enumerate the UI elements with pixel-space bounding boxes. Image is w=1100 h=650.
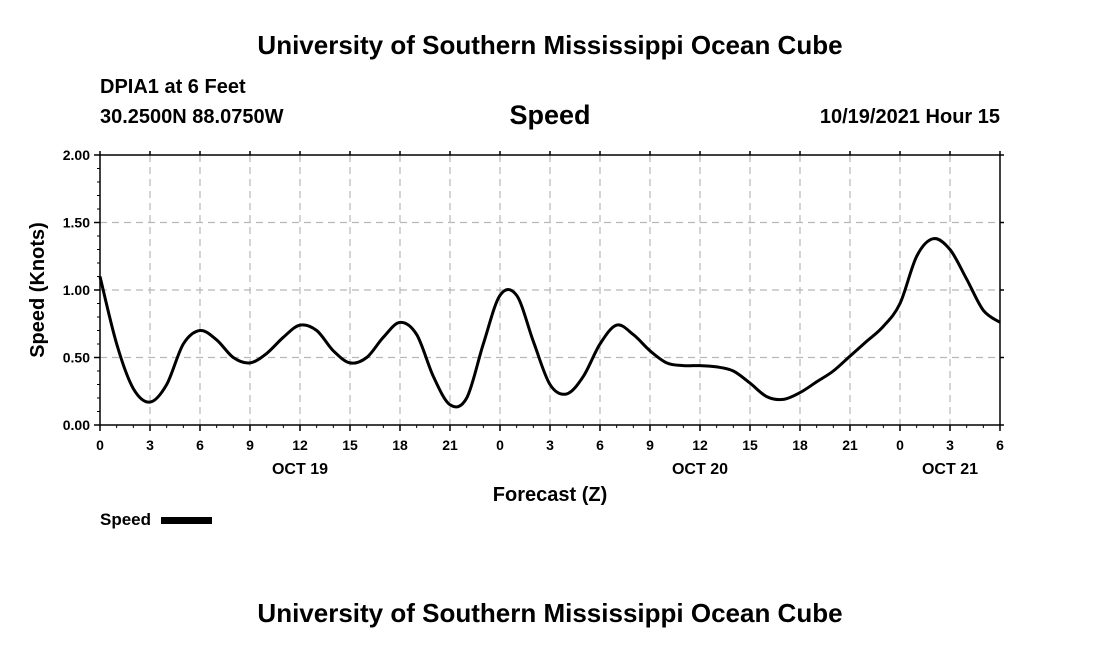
x-tick-label: 12 (692, 437, 708, 453)
x-day-label: OCT 20 (672, 461, 728, 478)
x-tick-label: 6 (996, 437, 1004, 453)
axis-ticks (94, 151, 1004, 431)
x-tick-label: 18 (792, 437, 808, 453)
chart-title: Speed (509, 100, 591, 130)
x-axis-label: Forecast (Z) (493, 484, 607, 506)
x-tick-label: 18 (392, 437, 408, 453)
x-tick-label: 12 (292, 437, 308, 453)
x-tick-label: 3 (946, 437, 954, 453)
grid (100, 155, 1000, 425)
x-tick-label: 6 (196, 437, 204, 453)
x-tick-label: 6 (596, 437, 604, 453)
page-title: University of Southern Mississippi Ocean… (257, 30, 843, 60)
x-tick-label: 3 (546, 437, 554, 453)
series-line-speed (98, 237, 1001, 409)
y-tick-label: 0.00 (63, 417, 90, 433)
x-tick-label: 0 (96, 437, 104, 453)
coordinates-label: 30.2500N 88.0750W (100, 106, 284, 128)
x-tick-label: 21 (442, 437, 458, 453)
x-tick-label: 15 (742, 437, 758, 453)
x-tick-label: 21 (842, 437, 858, 453)
y-tick-label: 1.50 (63, 215, 90, 231)
y-tick-label: 2.00 (63, 147, 90, 163)
y-tick-label: 1.00 (63, 282, 90, 298)
speed-chart: 0.00 0.50 1.00 1.50 2.00 0 3 6 9 12 15 18 21 0 3 6 9 12 15… (27, 147, 1004, 506)
x-tick-label: 9 (246, 437, 254, 453)
x-day-label: OCT 19 (272, 461, 328, 478)
x-tick-label: 3 (146, 437, 154, 453)
y-axis-label: Speed (Knots) (27, 222, 49, 358)
x-tick-label: 15 (342, 437, 358, 453)
y-tick-label: 0.50 (63, 350, 90, 366)
x-tick-label: 0 (496, 437, 504, 453)
datetime-label: 10/19/2021 Hour 15 (819, 106, 1000, 128)
legend-label: Speed (100, 510, 152, 529)
axis-tick-labels: 0.00 0.50 1.00 1.50 2.00 0 3 6 9 12 15 18 21 0 3 6 9 12 15… (63, 147, 1004, 478)
legend-line-swatch (161, 517, 212, 524)
x-tick-label: 0 (896, 437, 904, 453)
station-label: DPIA1 at 6 Feet (100, 76, 246, 98)
x-tick-label: 9 (646, 437, 654, 453)
footer-title: University of Southern Mississippi Ocean… (257, 598, 843, 628)
x-day-label: OCT 21 (922, 461, 978, 478)
